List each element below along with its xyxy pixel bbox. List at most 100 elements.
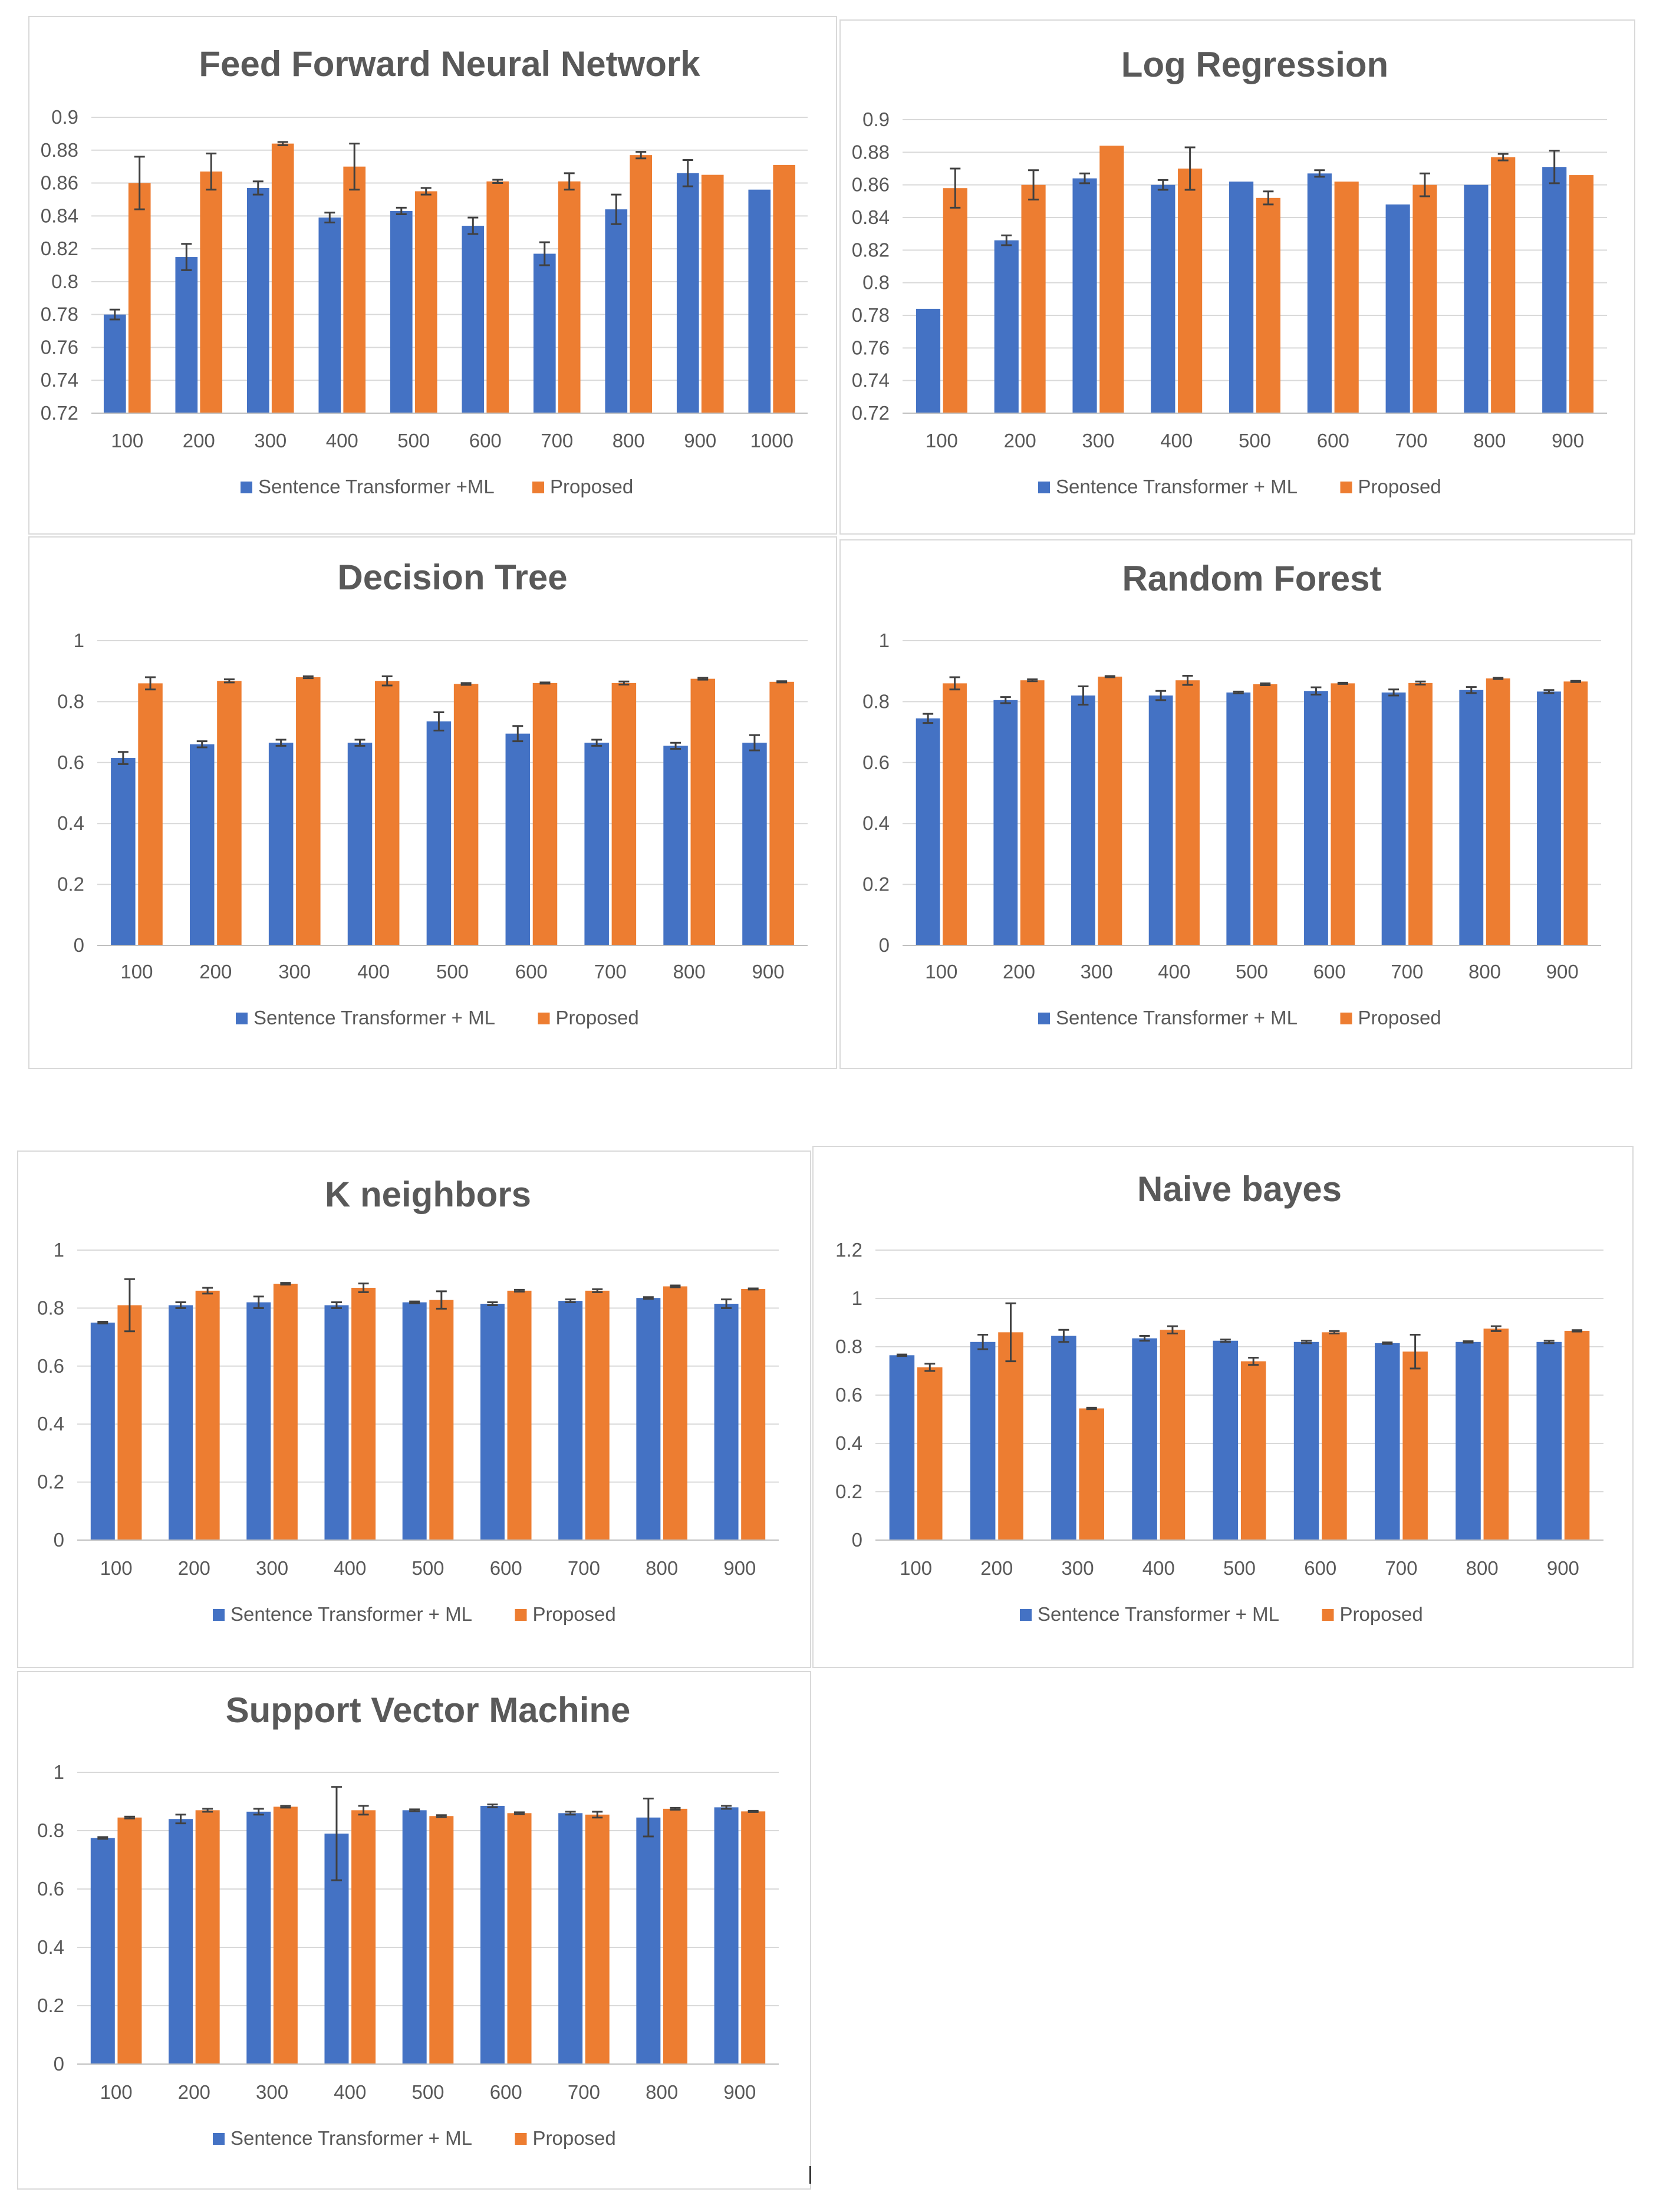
x-tick-label: 800: [1468, 961, 1501, 983]
bar-baseline: [111, 758, 136, 945]
x-tick-label: 600: [490, 1557, 522, 1579]
x-tick-label: 400: [326, 430, 358, 451]
legend-swatch-proposed: [1340, 482, 1352, 493]
y-tick-label: 1.2: [835, 1239, 862, 1261]
y-tick-label: 0.84: [41, 205, 78, 226]
x-tick-label: 1000: [750, 430, 793, 451]
x-tick-label: 200: [199, 961, 232, 983]
bar-proposed: [296, 677, 321, 945]
bar-proposed: [1322, 1332, 1347, 1540]
y-tick-label: 0.78: [41, 304, 78, 325]
bar-baseline: [1071, 695, 1095, 945]
bar-baseline: [246, 187, 269, 413]
bar-proposed: [1483, 1328, 1509, 1540]
bar-proposed: [558, 181, 581, 413]
y-tick-label: 0.74: [852, 370, 890, 391]
y-tick-label: 0.76: [41, 336, 78, 358]
bar-proposed: [351, 1287, 376, 1540]
x-tick-label: 500: [1223, 1557, 1256, 1579]
y-tick-label: 1: [54, 1239, 64, 1261]
bar-baseline: [663, 746, 688, 945]
bar-proposed: [1098, 677, 1122, 945]
bar-baseline: [993, 700, 1018, 945]
x-tick-label: 600: [1313, 961, 1346, 983]
bar-proposed: [943, 188, 967, 413]
x-tick-label: 300: [1081, 961, 1113, 983]
chart-panel-naive-bayes: Naive bayes 0 0.2 0.4 0.6 0.8 1 1.2 100 200 300 400…: [812, 1146, 1634, 1668]
x-tick-label: 400: [357, 961, 390, 983]
x-tick-label: 400: [1142, 1557, 1175, 1579]
y-tick-label: 0.6: [37, 1878, 64, 1900]
x-tick-label: 700: [568, 1557, 600, 1579]
legend-swatch-proposed: [515, 1609, 527, 1621]
bar-baseline: [480, 1805, 505, 2064]
bar-baseline: [1213, 1340, 1239, 1540]
chart-svg: Log Regression 0.72 0.74 0.76 0.78 0.8 0.82 0.8…: [852, 45, 1607, 497]
x-tick-label: 300: [256, 1557, 288, 1579]
x-tick-label: 200: [1003, 961, 1035, 983]
bar-proposed: [217, 681, 242, 945]
bar-proposed: [585, 1290, 610, 1540]
y-tick-label: 0.6: [835, 1384, 862, 1406]
x-tick-label: 100: [111, 430, 143, 451]
bar-proposed: [998, 1332, 1023, 1540]
legend-swatch-baseline: [213, 2133, 225, 2145]
bar-baseline: [1051, 1336, 1076, 1540]
x-tick-label: 300: [1082, 430, 1114, 451]
bar-baseline: [505, 733, 531, 945]
bar-proposed: [200, 172, 223, 413]
bar-baseline: [970, 1341, 996, 1540]
y-tick-label: 0.8: [835, 1336, 862, 1357]
bar-proposed: [414, 191, 437, 413]
bar-proposed: [1486, 678, 1510, 945]
legend-label-proposed: Proposed: [1358, 1007, 1441, 1028]
bar-baseline: [748, 189, 771, 413]
bar-baseline: [714, 1807, 739, 2064]
bar-proposed: [1175, 680, 1200, 945]
bar-baseline: [1293, 1341, 1319, 1540]
bar-proposed: [585, 1814, 610, 2064]
bar-proposed: [690, 678, 716, 945]
y-tick-label: 1: [54, 1761, 64, 1783]
x-tick-label: 600: [515, 961, 548, 983]
x-tick-label: 300: [254, 430, 287, 451]
legend-label-baseline: Sentence Transformer + ML: [1038, 1603, 1279, 1625]
bar-proposed: [453, 684, 479, 945]
x-tick-label: 300: [1062, 1557, 1094, 1579]
bar-baseline: [246, 1811, 271, 2064]
bar-proposed: [1178, 169, 1203, 413]
bar-proposed: [1569, 175, 1594, 413]
bar-baseline: [1132, 1338, 1157, 1540]
x-tick-label: 600: [1317, 430, 1349, 451]
x-tick-label: 600: [1304, 1557, 1336, 1579]
bar-proposed: [1402, 1351, 1428, 1540]
bar-proposed: [769, 681, 794, 945]
x-tick-label: 400: [334, 2081, 366, 2103]
chart-svg: K neighbors 0 0.2 0.4 0.6 0.8 1 100 200 300 400 500…: [37, 1175, 779, 1625]
x-tick-label: 200: [178, 2081, 210, 2103]
x-tick-label: 800: [646, 1557, 678, 1579]
bar-baseline: [1148, 695, 1173, 945]
y-tick-label: 0.8: [37, 1819, 64, 1841]
bar-proposed: [195, 1810, 220, 2064]
text-cursor: [809, 2166, 811, 2184]
bar-proposed: [343, 166, 366, 413]
y-tick-label: 0.6: [37, 1355, 64, 1377]
legend-swatch-baseline: [213, 1609, 225, 1621]
y-tick-label: 1: [879, 629, 890, 651]
x-tick-label: 700: [1391, 961, 1423, 983]
x-tick-label: 700: [1385, 1557, 1417, 1579]
bar-proposed: [1099, 146, 1124, 413]
bar-baseline: [1304, 691, 1328, 945]
bar-proposed: [1334, 182, 1359, 413]
y-tick-label: 0.9: [51, 106, 78, 128]
bar-baseline: [636, 1298, 661, 1540]
y-tick-label: 0.4: [37, 1936, 64, 1958]
bar-proposed: [1021, 184, 1046, 413]
bar-baseline: [916, 308, 941, 413]
x-tick-label: 600: [469, 430, 502, 451]
bar-proposed: [1564, 1330, 1590, 1540]
bar-proposed: [117, 1817, 142, 2064]
y-tick-label: 0.8: [51, 271, 78, 292]
legend-label-baseline: Sentence Transformer + ML: [253, 1007, 495, 1028]
